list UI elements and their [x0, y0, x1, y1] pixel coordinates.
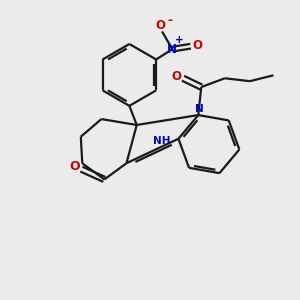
Text: NH: NH — [153, 136, 170, 146]
Text: N: N — [167, 43, 177, 56]
Text: N: N — [195, 103, 204, 114]
Text: O: O — [172, 70, 182, 83]
Text: O: O — [70, 160, 80, 173]
Text: O: O — [192, 39, 202, 52]
Text: O: O — [156, 19, 166, 32]
Text: +: + — [175, 35, 183, 45]
Text: -: - — [168, 14, 173, 27]
